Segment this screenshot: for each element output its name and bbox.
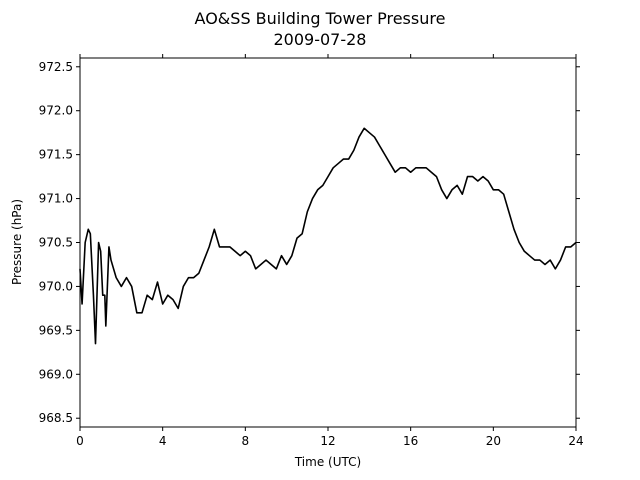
x-tick-label: 4 — [159, 434, 167, 448]
y-tick-label: 969.5 — [39, 323, 73, 337]
y-tick-label: 970.5 — [39, 236, 73, 250]
y-tick-label: 971.5 — [39, 148, 73, 162]
x-tick-label: 24 — [568, 434, 583, 448]
y-axis-label: Pressure (hPa) — [10, 199, 24, 285]
data-line — [79, 127, 577, 345]
x-tick-label: 8 — [242, 434, 250, 448]
x-tick-label: 0 — [76, 434, 84, 448]
plot-frame — [79, 57, 577, 428]
x-axis-label: Time (UTC) — [294, 455, 361, 469]
y-tick-label: 969.0 — [39, 367, 73, 381]
y-tick-label: 970.0 — [39, 279, 73, 293]
y-tick-label: 972.5 — [39, 60, 73, 74]
y-tick-label: 972.0 — [39, 104, 73, 118]
chart-title: AO&SS Building Tower Pressure — [195, 9, 446, 28]
y-tick-label: 968.5 — [39, 411, 73, 425]
x-tick-label: 12 — [320, 434, 335, 448]
chart-subtitle: 2009-07-28 — [274, 30, 367, 49]
x-tick-label: 20 — [486, 434, 501, 448]
x-tick-label: 16 — [403, 434, 418, 448]
y-tick-label: 971.0 — [39, 192, 73, 206]
